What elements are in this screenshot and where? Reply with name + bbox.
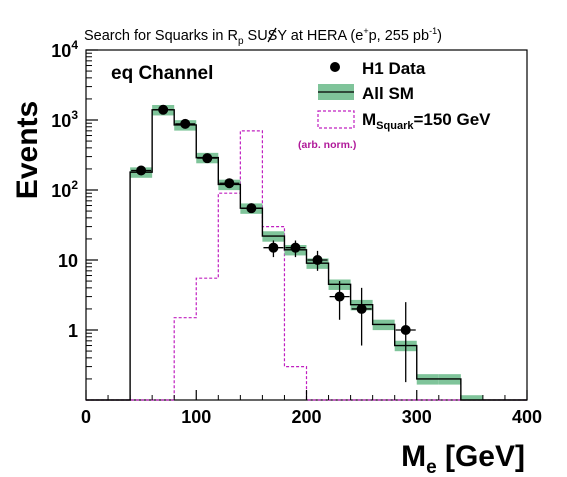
legend-label-signal: MSquark=150 GeV — [362, 110, 491, 132]
x-axis-title: Me [GeV] — [401, 440, 525, 477]
y-tick-label: 10 — [58, 251, 78, 271]
data-point — [400, 325, 411, 335]
sm-histogram — [86, 109, 527, 401]
legend-data-marker — [330, 62, 340, 72]
data-points — [131, 104, 416, 383]
x-tick-label: 0 — [81, 407, 91, 427]
data-point — [356, 303, 367, 314]
rp-slash-mark — [267, 27, 277, 43]
signal-step-line — [86, 130, 527, 401]
y-tick-label: 102 — [51, 178, 78, 201]
legend-signal-swatch — [317, 110, 355, 129]
x-tick-label: 400 — [512, 407, 542, 427]
y-tick-label: 1 — [68, 321, 78, 341]
legend-label-sm: All SM — [362, 84, 414, 103]
sm-band-bin — [460, 395, 483, 400]
legend-note: (arb. norm.) — [298, 139, 356, 151]
x-tick-label: 300 — [402, 407, 432, 427]
data-point — [136, 165, 147, 176]
sm-step-line — [86, 109, 527, 401]
data-point — [224, 178, 235, 189]
chart-title: Search for Squarks in Rp SUSY at HERA (e… — [84, 26, 442, 47]
data-point — [312, 255, 323, 265]
data-point — [246, 203, 257, 214]
x-tick-label: 200 — [291, 407, 321, 427]
y-axis-title: Events — [11, 101, 44, 199]
x-tick-label: 100 — [181, 407, 211, 427]
y-tick-label: 103 — [51, 108, 78, 131]
legend: H1 Data All SM MSquark=150 GeV (arb. nor… — [298, 59, 491, 151]
channel-label: eq Channel — [111, 63, 213, 84]
data-point — [158, 104, 169, 115]
data-point — [334, 291, 345, 302]
data-point — [202, 153, 213, 164]
y-tick-label: 104 — [51, 38, 78, 61]
axes: 0 100 200 300 400 1 10 102 103 104 — [51, 38, 542, 427]
data-point — [290, 242, 301, 253]
signal-histogram — [86, 130, 527, 401]
legend-label-data: H1 Data — [362, 59, 426, 78]
plot-frame — [85, 49, 528, 401]
data-point — [268, 242, 279, 253]
data-point — [180, 118, 191, 129]
